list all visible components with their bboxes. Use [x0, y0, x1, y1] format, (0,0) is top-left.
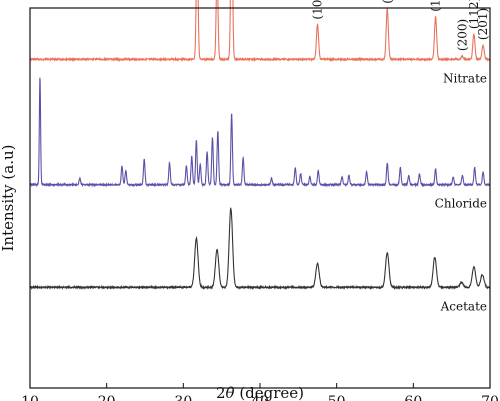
x-tick-label: 10 — [21, 394, 39, 401]
plot-frame — [29, 7, 491, 389]
x-tick-label: 30 — [174, 394, 192, 401]
x-axis-title: 2θ (degree) — [216, 384, 304, 401]
peak-label: (102) — [311, 0, 325, 20]
peak-label: (201) — [476, 8, 490, 40]
peak-label: (103) — [429, 0, 443, 12]
x-axis-title-prefix: 2 — [216, 384, 226, 401]
series-label-chloride: Chloride — [435, 197, 487, 211]
y-axis-title: Intensity (a.u) — [0, 145, 17, 252]
series-line-acetate — [29, 206, 491, 291]
peak-label: (110) — [380, 0, 394, 4]
x-tick-label: 20 — [98, 394, 116, 401]
peak-label: (112) — [467, 0, 481, 29]
x-tick-label: 40 — [251, 394, 269, 401]
x-tick-label: 60 — [404, 394, 422, 401]
series-label-nitrate: Nitrate — [443, 71, 487, 85]
series-line-nitrate — [29, 0, 491, 63]
plot-area: (100)(002)(101)(102)(110)(103)(200)(112)… — [29, 0, 491, 313]
series-group — [29, 0, 491, 291]
x-tick-label: 50 — [328, 394, 346, 401]
series-labels: Nitrate Chloride Acetate — [435, 71, 487, 313]
x-axis-title-symbol: θ — [226, 384, 235, 401]
series-label-acetate: Acetate — [440, 299, 487, 313]
peak-annotations: (100)(002)(101)(102)(110)(103)(200)(112)… — [311, 0, 491, 51]
x-tick-label: 70 — [481, 394, 499, 401]
x-axis-title-suffix: (degree) — [235, 384, 304, 401]
x-axis-ticks: 10 20 30 40 50 60 70 — [21, 383, 499, 401]
series-line-chloride — [29, 77, 491, 188]
peak-label: (200) — [455, 19, 469, 51]
